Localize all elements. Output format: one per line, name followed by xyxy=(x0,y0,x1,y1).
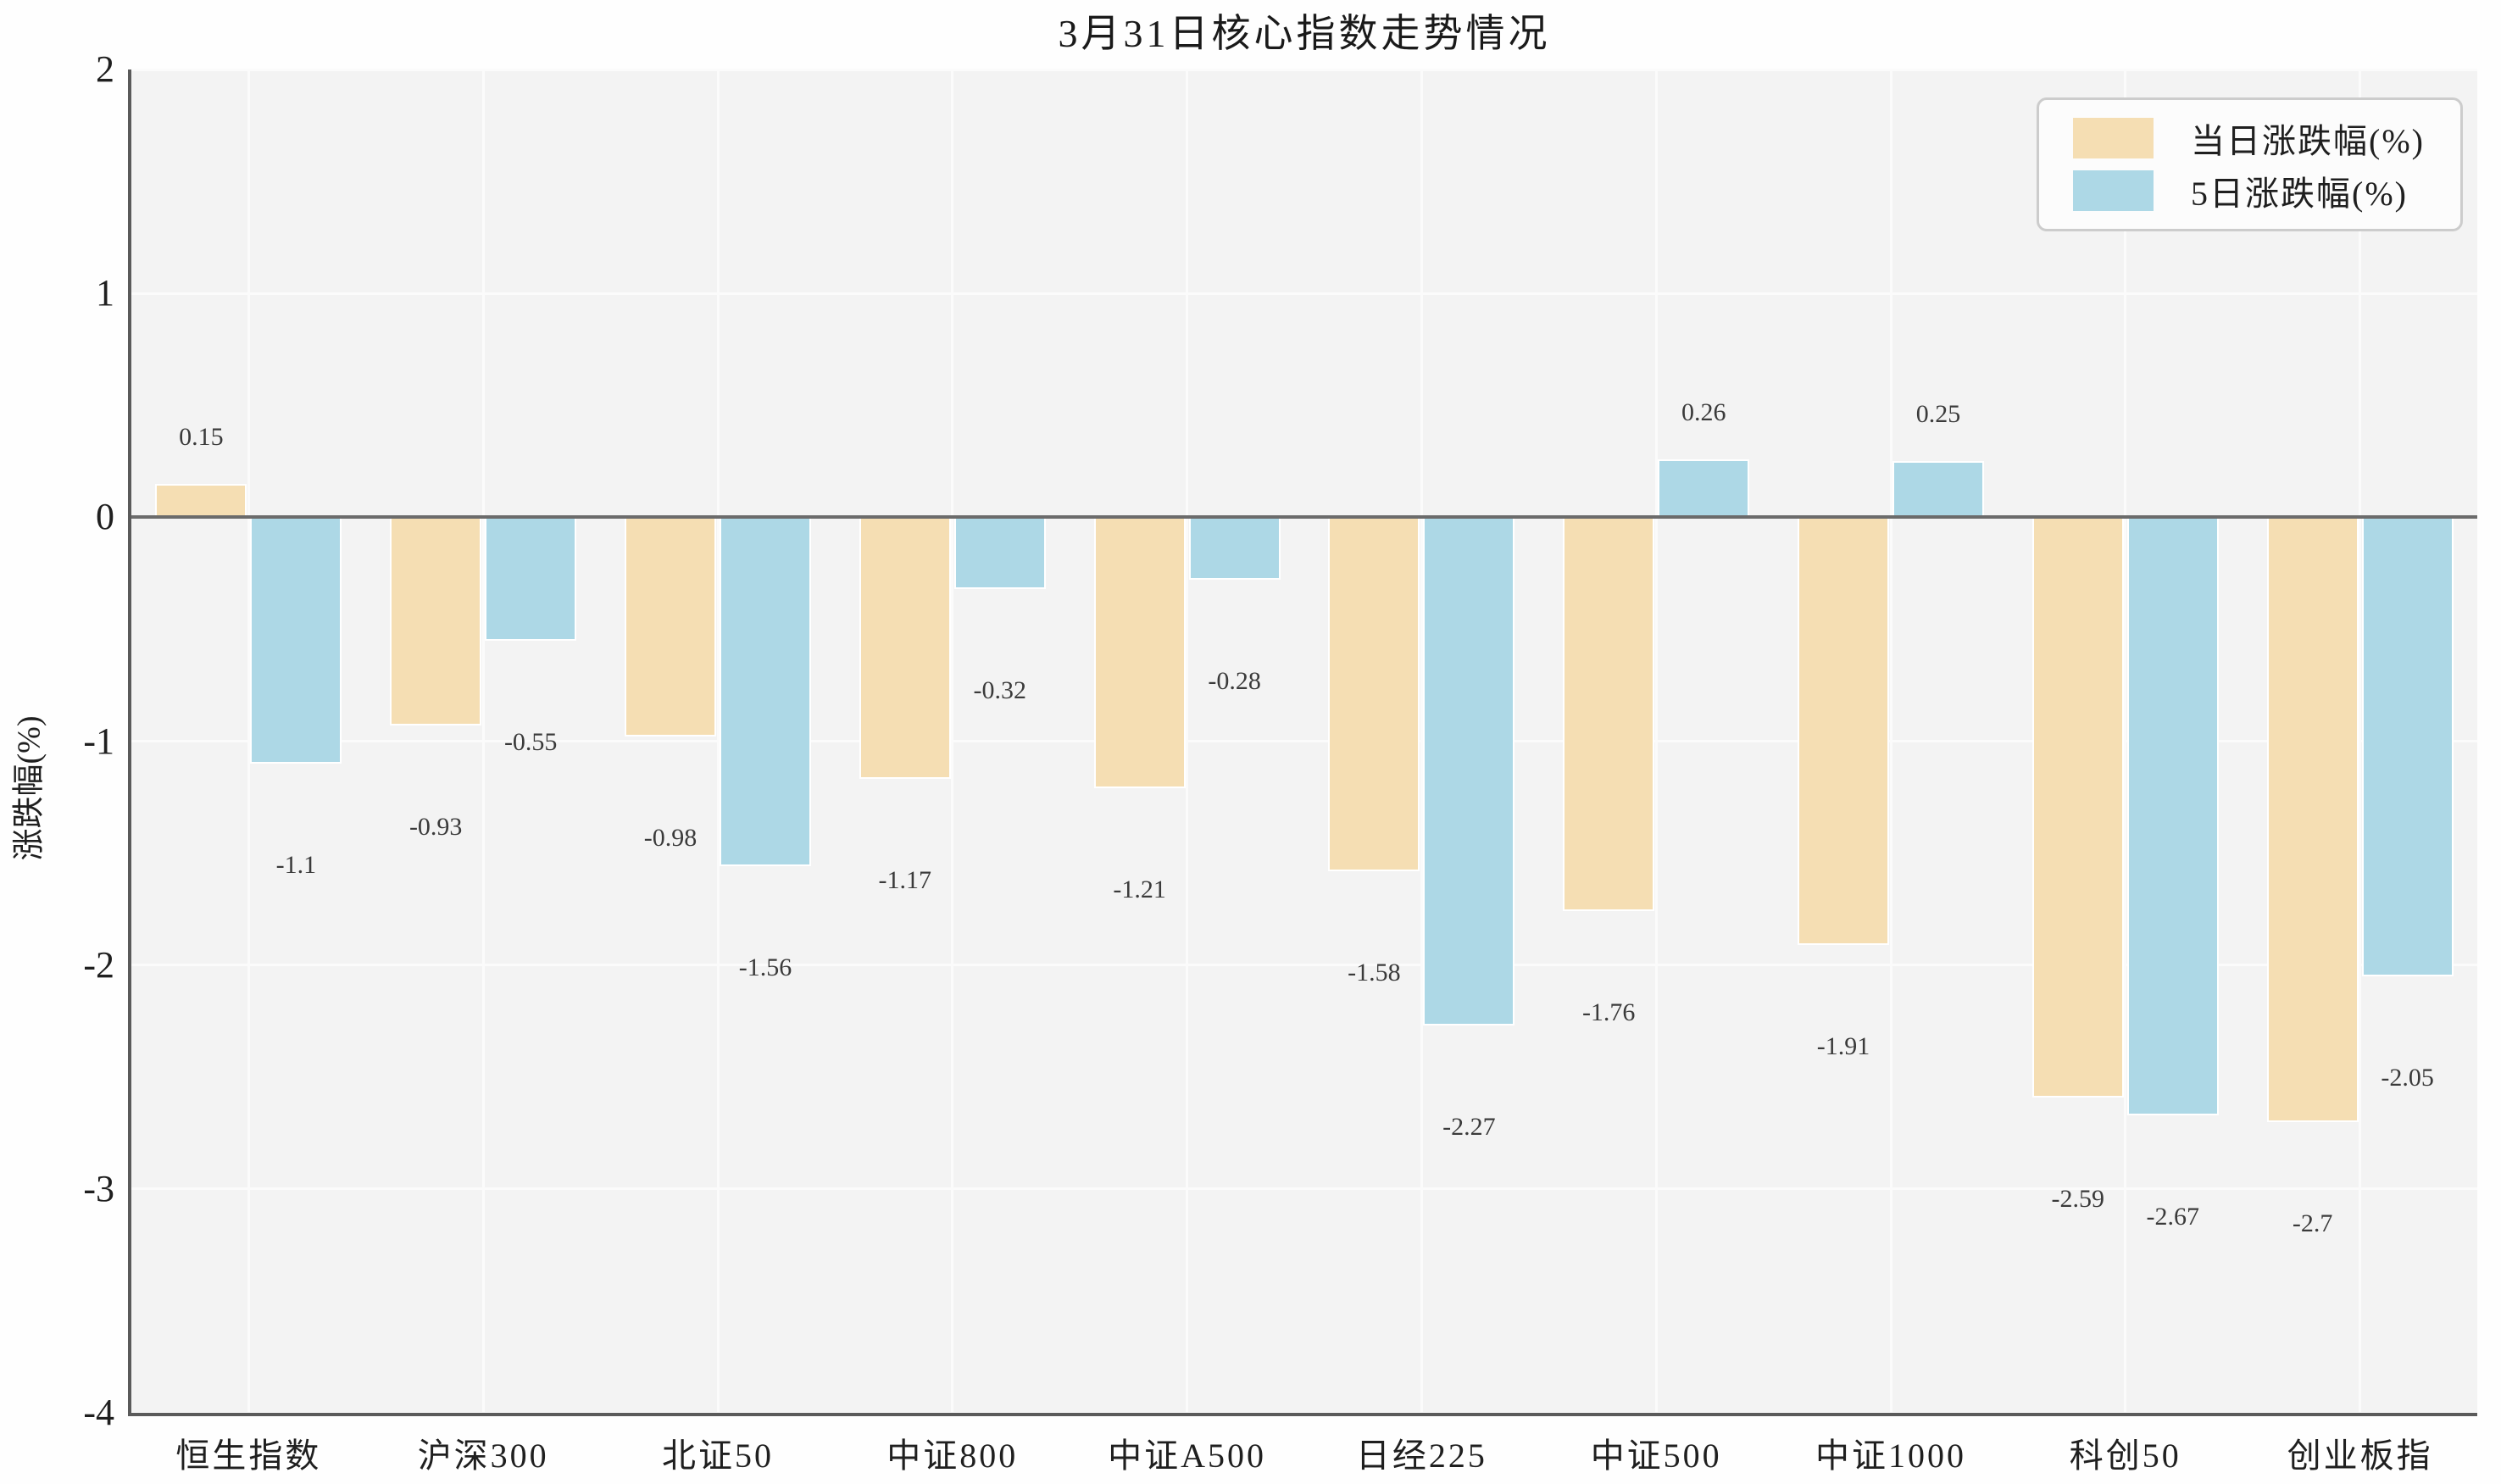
y-axis-spine xyxy=(128,69,131,1416)
zero-line xyxy=(131,515,2477,520)
bar-5day-8 xyxy=(2126,517,2219,1115)
bar-daily-8 xyxy=(2031,517,2124,1098)
x-tick-label: 沪深300 xyxy=(417,1437,549,1475)
legend: 当日涨跌幅(%) 5日涨跌幅(%) xyxy=(2037,97,2463,231)
v-gridline xyxy=(1420,69,1423,1413)
v-gridline xyxy=(951,69,954,1413)
bar-value-label: -0.98 xyxy=(643,824,698,853)
legend-swatch-5day-change xyxy=(2073,170,2154,211)
bar-5day-5 xyxy=(1423,517,1515,1025)
bar-5day-6 xyxy=(1658,459,1750,518)
x-tick-label: 北证50 xyxy=(662,1437,774,1475)
chart-title: 3月31日核心指数走势情况 xyxy=(1058,12,1551,55)
v-gridline xyxy=(716,69,720,1413)
y-tick-label: -3 xyxy=(83,1167,114,1209)
x-axis-spine xyxy=(128,1413,2477,1416)
bar-5day-7 xyxy=(1892,461,1984,518)
x-tick-label: 中证800 xyxy=(886,1437,1019,1475)
y-tick-label: -4 xyxy=(83,1392,114,1433)
h-gridline xyxy=(131,1187,2477,1191)
bar-value-label: -2.59 xyxy=(2051,1184,2105,1213)
bar-value-label: 0.25 xyxy=(1915,400,1961,429)
bar-value-label: -2.67 xyxy=(2146,1202,2200,1231)
bar-daily-0 xyxy=(155,483,247,518)
bar-value-label: -1.76 xyxy=(1581,998,1636,1027)
bar-daily-1 xyxy=(390,517,482,725)
legend-item-daily-change: 当日涨跌幅(%) xyxy=(2073,114,2460,163)
bar-value-label: -2.7 xyxy=(2292,1209,2333,1237)
bar-daily-7 xyxy=(1798,517,1889,945)
y-tick-label: 1 xyxy=(96,272,114,314)
bar-5day-2 xyxy=(720,517,811,867)
bar-value-label: -1.91 xyxy=(1816,1031,1870,1060)
y-tick-label: 0 xyxy=(96,496,114,538)
legend-label-5day-change: 5日涨跌幅(%) xyxy=(2191,175,2408,213)
x-tick-label: 科创50 xyxy=(2069,1437,2181,1475)
legend-item-5day-change: 5日涨跌幅(%) xyxy=(2073,166,2460,215)
bar-value-label: 0.15 xyxy=(179,422,224,451)
bar-value-label: -1.17 xyxy=(878,866,932,895)
v-gridline xyxy=(247,69,250,1413)
x-tick-label: 中证A500 xyxy=(1108,1437,1267,1475)
bar-5day-0 xyxy=(250,517,342,764)
x-tick-label: 中证1000 xyxy=(1815,1437,1966,1475)
bar-value-label: -1.56 xyxy=(738,953,792,982)
bar-value-label: -1.21 xyxy=(1113,875,1166,903)
y-tick-label: 2 xyxy=(96,48,114,90)
x-tick-label: 中证500 xyxy=(1590,1437,1722,1475)
bar-daily-6 xyxy=(1563,517,1655,912)
bar-daily-5 xyxy=(1328,517,1420,871)
h-gridline xyxy=(131,292,2477,295)
bar-value-label: -2.05 xyxy=(2381,1063,2434,1092)
v-gridline xyxy=(481,69,485,1413)
v-gridline xyxy=(1889,69,1892,1413)
y-tick-label: -1 xyxy=(83,720,114,762)
bar-5day-9 xyxy=(2361,517,2454,976)
bar-value-label: -1.58 xyxy=(1348,958,1401,987)
bar-value-label: -1.1 xyxy=(275,850,317,879)
v-gridline xyxy=(1186,69,1189,1413)
v-gridline xyxy=(2359,69,2362,1413)
v-gridline xyxy=(2124,69,2127,1413)
bar-daily-4 xyxy=(1093,517,1186,788)
legend-swatch-daily-change xyxy=(2073,118,2154,158)
bar-value-label: 0.26 xyxy=(1681,397,1726,426)
x-tick-label: 恒生指数 xyxy=(175,1437,322,1475)
bar-5day-1 xyxy=(485,517,577,641)
bar-daily-9 xyxy=(2266,517,2359,1122)
bar-value-label: -2.27 xyxy=(1442,1112,1496,1141)
plot-area: 0.15 -0.93 -0.98 -1.17 -1.21 -1.58 -1.76 -1.91 -… xyxy=(131,68,2477,1415)
bar-value-label: -0.93 xyxy=(408,813,463,841)
legend-label-daily-change: 当日涨跌幅(%) xyxy=(2191,122,2425,160)
h-gridline xyxy=(131,68,2477,71)
bar-value-label: -0.28 xyxy=(1208,667,1261,696)
bar-daily-3 xyxy=(859,517,951,780)
h-gridline xyxy=(131,964,2477,967)
bar-value-label: -0.55 xyxy=(503,727,558,756)
v-gridline xyxy=(1654,69,1658,1413)
h-gridline xyxy=(131,740,2477,742)
x-tick-label: 创业板指 xyxy=(2287,1437,2433,1475)
bar-daily-2 xyxy=(625,517,716,737)
bar-5day-3 xyxy=(953,517,1046,589)
y-tick-label: -2 xyxy=(83,943,114,986)
x-tick-label: 日经225 xyxy=(1355,1437,1487,1475)
bar-5day-4 xyxy=(1188,517,1281,581)
bar-value-label: -0.32 xyxy=(973,675,1027,704)
